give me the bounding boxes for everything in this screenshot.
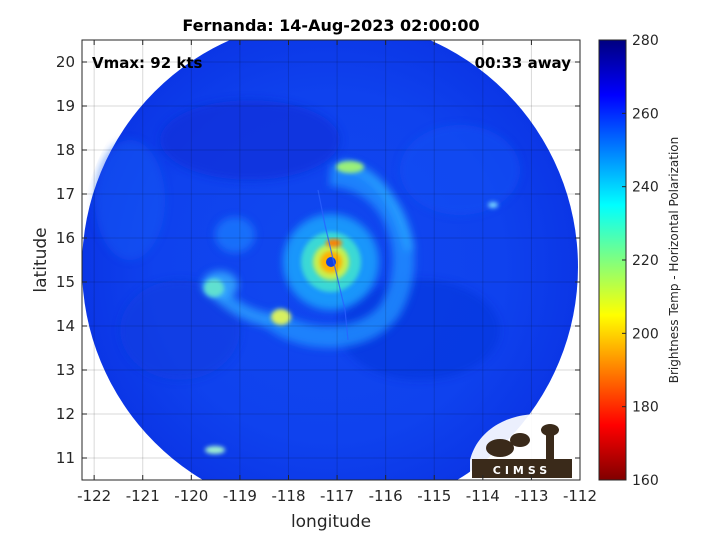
microwave-imagery [82, 40, 578, 480]
colorbar-tick-label: 180 [632, 400, 659, 416]
time-offset-annotation: 00:33 away [475, 54, 572, 72]
y-axis-label: latitude [31, 227, 51, 292]
logo-text: CIMSS [493, 464, 551, 477]
x-tick-label: -112 [563, 487, 597, 505]
convective-cells [204, 161, 498, 454]
rain-bands [202, 160, 415, 348]
colorbar-tick-label: 220 [632, 253, 659, 269]
colorbar-tick-label: 280 [632, 33, 659, 49]
x-tick-label: -115 [417, 487, 451, 505]
y-tick-label: 19 [56, 97, 75, 115]
y-tick-label: 13 [56, 361, 75, 379]
x-tick-label: -119 [223, 487, 257, 505]
colorbar-label: Brightness Temp - Horizontal Polarizatio… [667, 137, 681, 384]
y-tick-label: 18 [56, 141, 75, 159]
chart-title: Fernanda: 14-Aug-2023 02:00:00 [182, 16, 479, 35]
x-tick-label: -116 [369, 487, 403, 505]
colorbar-tick-label: 160 [632, 473, 659, 489]
x-tick-label: -120 [174, 487, 208, 505]
colorbar-tick-label: 200 [632, 326, 659, 342]
outer-bands [95, 100, 520, 380]
y-tick-label: 11 [56, 449, 75, 467]
cimss-logo: CIMSS [470, 414, 580, 480]
swath-seam [317, 189, 349, 341]
colorbar-ticks: 160 180 200 220 240 260 280 [622, 33, 659, 489]
x-tick-label: -118 [271, 487, 305, 505]
colorbar [598, 39, 627, 481]
vmax-annotation: Vmax: 92 kts [92, 54, 202, 72]
x-tick-label: -121 [126, 487, 160, 505]
x-tick-label: -117 [320, 487, 354, 505]
x-tick-label: -114 [466, 487, 500, 505]
y-tick-label: 20 [56, 53, 75, 71]
inner-core [283, 214, 379, 310]
y-tick-label: 17 [56, 185, 75, 203]
x-axis-ticks: -122 -121 -120 -119 -118 -117 -116 -115 -114 -113… [77, 40, 597, 505]
axes-frame [81, 39, 581, 481]
x-tick-label: -113 [514, 487, 548, 505]
x-tick-label: -122 [77, 487, 111, 505]
y-tick-label: 14 [56, 317, 75, 335]
x-axis-label: longitude [291, 512, 371, 532]
y-tick-label: 15 [56, 273, 75, 291]
y-tick-label: 16 [56, 229, 75, 247]
colorbar-tick-label: 240 [632, 180, 659, 196]
y-tick-label: 12 [56, 405, 75, 423]
y-axis-ticks: 11 12 13 14 15 16 17 18 19 20 [56, 53, 580, 467]
colorbar-tick-label: 260 [632, 106, 659, 122]
